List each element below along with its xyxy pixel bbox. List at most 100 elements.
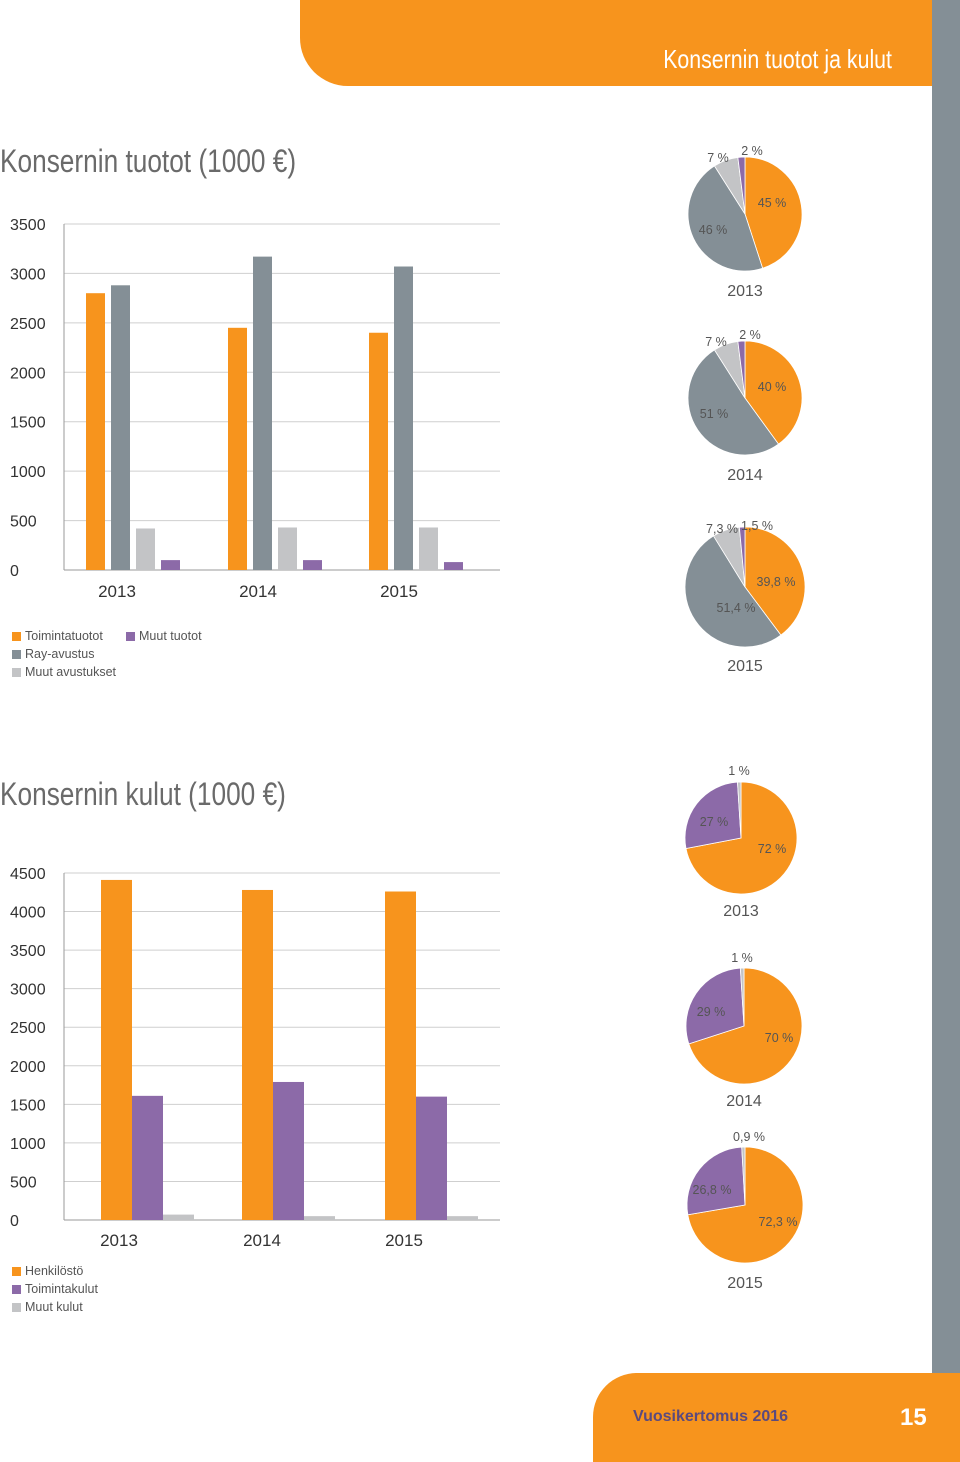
x-tick-label: 2014 xyxy=(239,582,277,601)
bar-muut-avustukset-2015 xyxy=(419,527,438,570)
bar-ray-avustus-2013 xyxy=(111,285,130,570)
legend-label: Toimintatuotot xyxy=(25,629,103,643)
pie-year-label: 2015 xyxy=(727,1275,763,1292)
bar-ray-avustus-2015 xyxy=(394,266,413,570)
pie-slice-2014-1 xyxy=(687,349,780,456)
pie-label: 1 % xyxy=(728,764,750,778)
y-tick-label: 0 xyxy=(10,1213,19,1230)
header-band xyxy=(300,0,932,86)
pie-label: 72,3 % xyxy=(759,1215,798,1229)
bar-muut-avustukset-2014 xyxy=(278,527,297,570)
bar-muut-avustukset-2013 xyxy=(136,528,155,570)
bar-muut-tuotot-2014 xyxy=(303,560,322,570)
legend-item-muut-avustukset: Muut avustukset xyxy=(12,664,116,680)
pie-slice-2014-0 xyxy=(688,967,803,1085)
legend-item-toimintatuotot: Toimintatuotot xyxy=(12,628,103,644)
pie-slice-2014-2 xyxy=(739,967,745,1027)
footer-band xyxy=(593,1373,960,1462)
pie-slice-2015-1 xyxy=(684,535,782,648)
pie-label: 39,8 % xyxy=(757,575,796,589)
report-name: Vuosikertomus 2016 xyxy=(633,1408,789,1425)
y-tick-label: 2000 xyxy=(10,1059,46,1076)
y-tick-label: 3000 xyxy=(10,266,46,283)
bar-muut-tuotot-2013 xyxy=(161,560,180,570)
y-tick-label: 1500 xyxy=(10,1097,46,1114)
x-tick-label: 2015 xyxy=(380,582,418,601)
y-tick-label: 0 xyxy=(10,563,19,580)
x-tick-label: 2015 xyxy=(385,1231,423,1250)
legend-label: Ray-avustus xyxy=(25,647,95,661)
legend-swatch xyxy=(12,668,21,677)
legend-swatch xyxy=(12,650,21,659)
expense-chart-title: Konsernin kulut (1000 €) xyxy=(0,776,286,812)
legend-item-henkilosto: Henkilöstö xyxy=(12,1263,83,1279)
bar-toimintatuotot-2013 xyxy=(86,293,105,570)
bar-muut-kulut-2015 xyxy=(447,1216,478,1220)
y-tick-label: 3500 xyxy=(10,943,46,960)
y-tick-label: 1500 xyxy=(10,415,46,432)
pie-label: 45 % xyxy=(758,196,787,210)
page-title: Konsernin tuotot ja kulut xyxy=(663,44,892,74)
bar-toimintakulut-2014 xyxy=(273,1081,304,1220)
pie-slice-2013-2 xyxy=(737,781,742,839)
legend-swatch xyxy=(12,632,21,641)
pie-year-label: 2013 xyxy=(727,283,763,300)
pie-label: 72 % xyxy=(758,842,787,856)
legend-swatch xyxy=(12,1267,21,1276)
pie-slice-2015-1 xyxy=(686,1146,746,1216)
legend-swatch xyxy=(126,632,135,641)
bar-muut-tuotot-2015 xyxy=(444,562,463,570)
x-tick-label: 2014 xyxy=(243,1231,281,1250)
pie-year-label: 2015 xyxy=(727,658,763,675)
y-tick-label: 2500 xyxy=(10,1020,46,1037)
legend-label: Henkilöstö xyxy=(25,1264,84,1278)
pie-label: 1 % xyxy=(731,951,753,965)
pie-label: 26,8 % xyxy=(693,1183,732,1197)
bar-toimintatuotot-2014 xyxy=(228,327,247,570)
pie-slice-2013-1 xyxy=(684,781,742,849)
pie-slice-2015-0 xyxy=(744,526,806,636)
pie-label: 27 % xyxy=(700,815,729,829)
y-tick-label: 4500 xyxy=(10,866,46,883)
pie-label: 7,3 % xyxy=(706,522,738,536)
bar-muut-kulut-2014 xyxy=(304,1216,335,1220)
pie-slice-2013-0 xyxy=(744,156,803,269)
legend-item-ray-avustus: Ray-avustus xyxy=(12,646,94,662)
legend-label: Muut tuotot xyxy=(139,629,202,643)
bar-toimintakulut-2013 xyxy=(132,1095,163,1220)
legend-label: Muut avustukset xyxy=(25,665,117,679)
bar-ray-avustus-2014 xyxy=(253,256,272,570)
income-chart-title: Konsernin tuotot (1000 €) xyxy=(0,143,297,179)
y-tick-label: 2500 xyxy=(10,316,46,333)
bar-toimintatuotot-2015 xyxy=(369,332,388,570)
pie-label: 7 % xyxy=(707,151,729,165)
pie-label: 7 % xyxy=(705,335,727,349)
legend-label: Muut kulut xyxy=(25,1300,83,1314)
bar-henkil-st--2014 xyxy=(242,889,273,1220)
pie-label: 1,5 % xyxy=(741,519,773,533)
pie-label: 51 % xyxy=(700,407,729,421)
y-tick-label: 2000 xyxy=(10,365,46,382)
pie-label: 2 % xyxy=(741,144,763,158)
pie-slice-2013-0 xyxy=(685,781,798,895)
page-number: 15 xyxy=(900,1404,927,1431)
y-tick-label: 500 xyxy=(10,514,37,531)
y-tick-label: 4000 xyxy=(10,905,46,922)
y-tick-label: 1000 xyxy=(10,1136,46,1153)
pie-label: 51,4 % xyxy=(717,601,756,615)
pie-label: 29 % xyxy=(697,1005,726,1019)
legend-item-muut-tuotot: Muut tuotot xyxy=(126,628,202,644)
bar-henkil-st--2013 xyxy=(101,879,132,1220)
legend-label: Toimintakulut xyxy=(25,1282,98,1296)
pie-slice-2014-3 xyxy=(737,340,746,399)
pie-year-label: 2013 xyxy=(723,903,759,920)
pie-year-label: 2014 xyxy=(726,1093,762,1110)
legend-swatch xyxy=(12,1303,21,1312)
pie-slice-2014-1 xyxy=(685,967,745,1045)
pie-slice-2013-3 xyxy=(737,156,746,215)
y-tick-label: 3000 xyxy=(10,982,46,999)
bar-muut-kulut-2013 xyxy=(163,1214,194,1220)
pie-label: 0,9 % xyxy=(733,1130,765,1144)
bar-henkil-st--2015 xyxy=(385,891,416,1220)
